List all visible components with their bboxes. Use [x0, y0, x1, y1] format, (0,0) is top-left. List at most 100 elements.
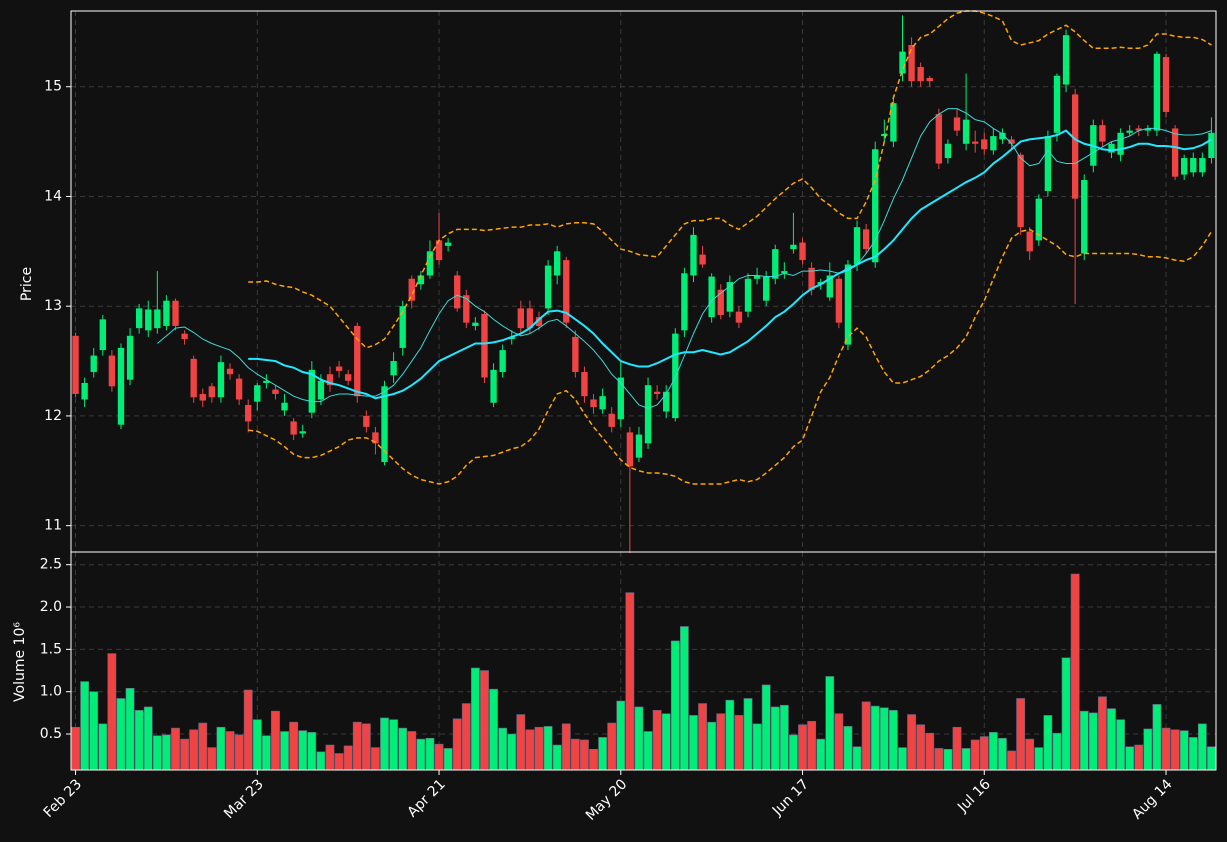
candle-body	[1017, 154, 1024, 228]
volume-bar	[162, 734, 171, 771]
y-tick-label: 13	[44, 298, 62, 314]
candle-body	[490, 369, 497, 403]
candle-body	[1044, 136, 1052, 191]
volume-bar	[952, 726, 962, 771]
candle-body	[962, 119, 970, 144]
volume-bar	[988, 732, 998, 771]
candle-body	[1126, 130, 1133, 133]
volume-bar	[298, 730, 308, 771]
volume-bar	[661, 713, 671, 771]
volume-bar	[770, 706, 780, 771]
candle-body	[99, 319, 106, 351]
y-tick-label: 1.0	[40, 684, 62, 700]
candle-body	[226, 368, 234, 375]
candle-body	[81, 383, 88, 400]
volume-bar	[289, 721, 299, 771]
candle-body	[862, 229, 870, 250]
volume-bar	[716, 713, 726, 771]
volume-bar	[643, 731, 653, 771]
candle-body	[1062, 35, 1070, 85]
volume-bar	[1134, 744, 1144, 771]
volume-bar	[1188, 737, 1198, 771]
candle-body	[272, 389, 279, 394]
volume-bar	[525, 729, 535, 771]
line-series	[248, 129, 1212, 400]
volume-bar	[143, 706, 153, 771]
volume-bar	[961, 748, 971, 771]
volume-bar	[889, 710, 898, 771]
volume-bar	[1025, 738, 1035, 771]
candle-body	[663, 391, 670, 412]
volume-bar	[543, 726, 553, 771]
volume-bar	[461, 703, 471, 771]
candle-body	[1208, 132, 1215, 159]
volume-bar	[434, 743, 444, 771]
candle-body	[672, 333, 679, 419]
candle-body	[599, 396, 606, 410]
candle-body	[972, 141, 979, 144]
candle-body	[944, 143, 952, 159]
volume-bar	[407, 731, 417, 771]
volume-bar	[398, 727, 408, 771]
volume-bar	[125, 688, 135, 771]
volume-axis-label: Volume 10⁶	[12, 622, 28, 702]
candle-body	[126, 335, 134, 380]
candle-body	[299, 431, 306, 434]
candle-body	[617, 377, 624, 420]
volume-bar	[243, 689, 253, 771]
candle-body	[935, 114, 943, 164]
candle-body	[526, 308, 534, 329]
candle-body	[326, 374, 334, 386]
volume-bar	[734, 715, 744, 771]
volume-bar	[779, 704, 789, 771]
candle-body	[399, 306, 406, 348]
volume-bar	[816, 738, 826, 771]
candle-body	[735, 311, 743, 323]
candle-body	[1181, 158, 1188, 175]
candle-body	[826, 275, 833, 298]
volume-bar	[998, 737, 1007, 771]
volume-bar	[861, 701, 871, 771]
candle-body	[454, 275, 461, 309]
volume-bar	[680, 626, 689, 771]
volume-bar	[389, 719, 398, 771]
candle-body	[853, 227, 861, 265]
volume-bar	[1125, 746, 1135, 771]
candle-body	[990, 136, 997, 151]
y-tick-label: 15	[44, 79, 62, 95]
price-axis-label: Price	[19, 267, 35, 301]
candle-body	[899, 51, 906, 74]
candle-body	[744, 278, 752, 312]
line-series	[248, 228, 1213, 485]
volume-bar	[825, 676, 835, 771]
candle-body	[653, 391, 661, 394]
volume-bar	[189, 729, 199, 771]
candle-body	[999, 132, 1006, 140]
candle-body	[717, 289, 724, 315]
volume-bar	[970, 739, 980, 771]
candle-body	[444, 242, 452, 246]
volume-bar	[1207, 746, 1216, 771]
candle-body	[581, 372, 588, 397]
candle-body	[354, 325, 361, 397]
volume-bar	[1007, 750, 1016, 771]
volume-bar	[807, 721, 817, 771]
candle-body	[1026, 231, 1033, 252]
y-tick-label: 2.5	[40, 557, 62, 573]
volume-bar	[470, 667, 480, 771]
volume-bar	[80, 681, 90, 771]
volume-bar	[1079, 710, 1089, 771]
candle-body	[799, 242, 806, 261]
candle-body	[372, 432, 379, 444]
y-tick-label: 12	[44, 408, 62, 424]
candle-body	[1081, 179, 1088, 254]
volume-bar	[1161, 727, 1171, 771]
volume-bar	[98, 723, 108, 771]
candle-body	[290, 421, 297, 435]
candle-body	[890, 103, 897, 142]
volume-bar	[252, 719, 262, 771]
line-series	[248, 10, 1212, 349]
volume-bar	[171, 727, 180, 771]
